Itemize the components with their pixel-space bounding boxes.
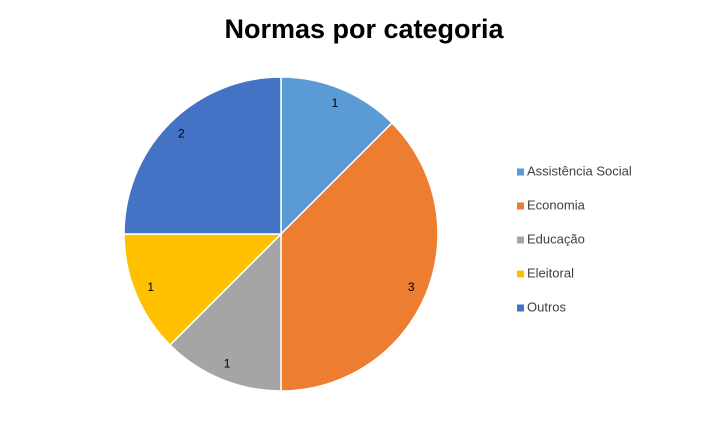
legend-swatch — [517, 168, 524, 176]
legend-swatch — [517, 304, 524, 312]
legend-label: Eleitoral — [527, 265, 574, 280]
chart-title: Normas por categoria — [224, 14, 504, 44]
pie-slice — [168, 232, 282, 392]
data-label: 1 — [332, 96, 339, 110]
data-label: 2 — [178, 126, 185, 140]
pie-slice — [123, 233, 283, 347]
legend-swatch — [517, 236, 524, 244]
pie-slice — [123, 76, 282, 235]
legend-swatch — [517, 270, 524, 278]
legend-label: Economia — [527, 197, 586, 212]
legend-label: Educação — [527, 231, 585, 246]
pie-slice — [280, 76, 394, 236]
legend-label: Outros — [527, 299, 567, 314]
data-label: 1 — [224, 356, 231, 370]
data-label: 3 — [408, 280, 415, 294]
legend-swatch — [517, 202, 524, 210]
data-label: 1 — [147, 280, 154, 294]
legend-label: Assistência Social — [527, 163, 632, 178]
pie-slice — [280, 121, 439, 392]
